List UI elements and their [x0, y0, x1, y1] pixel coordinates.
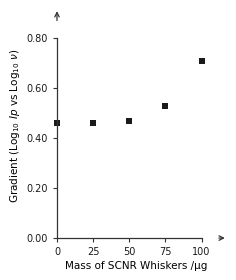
Y-axis label: Gradient (Log$_{10}$ $Ip$ vs Log$_{10}$ $\nu$): Gradient (Log$_{10}$ $Ip$ vs Log$_{10}$ … [8, 48, 22, 203]
X-axis label: Mass of SCNR Whiskers /μg: Mass of SCNR Whiskers /μg [65, 261, 208, 271]
